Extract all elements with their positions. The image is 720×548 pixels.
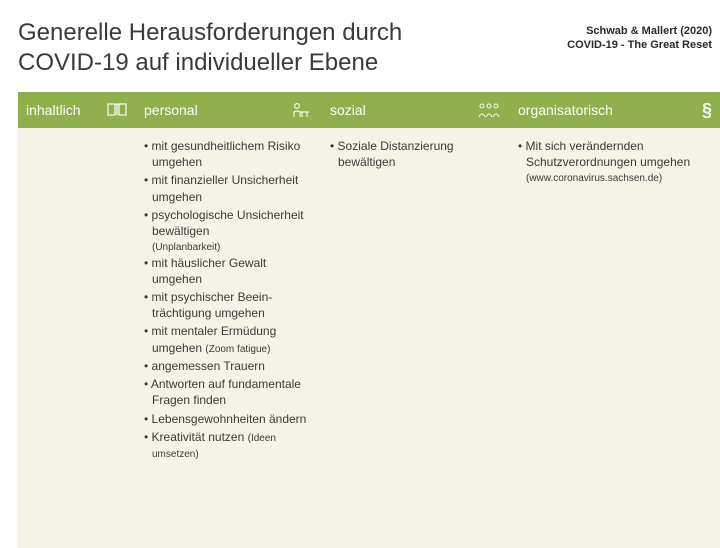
list-item: angemessen Trauern [144,358,313,374]
list-item: mit psychischer Beein­trächtigung umgehe… [144,289,313,321]
header-label: inhaltlich [26,102,80,118]
note-unplanbarkeit: (Unplanbarkeit) [144,241,313,255]
content-table: inhaltlich personal sozial organisatoris… [18,92,720,548]
people-icon [476,101,502,119]
section-sign-icon: § [702,100,712,121]
citation: Schwab & Mallert (2020) COVID-19 - The G… [567,18,712,53]
book-icon [106,102,128,118]
list-item: mit gesundheitlichem Risiko umgehen [144,138,313,170]
list-organisatorisch: Mit sich verändernden Schutzverordnungen… [518,138,711,170]
list-item: mit finanzieller Unsicherheit umgehen [144,172,313,204]
list-personal-c: angemessen Trauern Antworten auf funda­m… [144,358,313,462]
list-item: mit häuslicher Gewalt umgehen [144,255,313,287]
cell-organisatorisch: Mit sich verändernden Schutzverordnungen… [510,128,720,548]
header-label: personal [144,102,198,118]
title-row: Generelle Herausforderungen durch COVID-… [18,18,720,78]
column-header-personal: personal [136,92,322,128]
header-label: sozial [330,102,366,118]
citation-line2: COVID-19 - The Great Reset [567,39,712,51]
slide-title: Generelle Herausforderungen durch COVID-… [18,18,402,78]
list-sozial: Soziale Distanzierung bewältigen [330,138,501,170]
item-small: (Zoom fatigue) [205,344,270,355]
list-item: Antworten auf funda­mentale Fragen finde… [144,376,313,408]
list-personal-a: mit gesundheitlichem Risiko umgehen mit … [144,138,313,239]
column-header-sozial: sozial [322,92,510,128]
cell-sozial: Soziale Distanzierung bewältigen [322,128,510,548]
slide: Generelle Herausforderungen durch COVID-… [0,0,720,540]
note-link: (www.coronavirus.sachsen.de) [518,172,711,186]
list-item: Mit sich verändernden Schutzverordnungen… [518,138,711,170]
header-label: organisatorisch [518,102,613,118]
list-item: mit mentaler Ermüdung umgehen (Zoom fati… [144,323,313,356]
cell-inhaltlich [18,128,136,548]
list-item: psychologische Un­sicherheit bewältigen [144,207,313,239]
column-header-inhaltlich: inhaltlich [18,92,136,128]
person-desk-icon [290,101,314,119]
list-item: Soziale Distanzierung bewältigen [330,138,501,170]
title-line1: Generelle Herausforderungen durch [18,19,402,46]
cell-personal: mit gesundheitlichem Risiko umgehen mit … [136,128,322,548]
list-item: Kreativität nutzen (Ideen umsetzen) [144,429,313,462]
title-line2: COVID-19 auf individueller Ebene [18,49,378,76]
item-text: Kreativität nutzen [152,430,248,444]
citation-line1: Schwab & Mallert (2020) [586,25,712,37]
list-personal-b: mit häuslicher Gewalt umgehen mit psychi… [144,255,313,356]
list-item: Lebensgewohnheiten ändern [144,411,313,427]
column-header-organisatorisch: organisatorisch § [510,92,720,128]
